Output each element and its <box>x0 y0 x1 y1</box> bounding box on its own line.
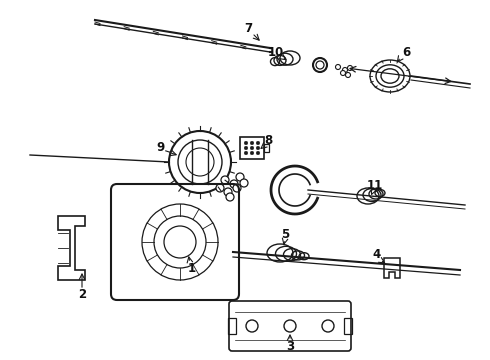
Circle shape <box>256 146 260 150</box>
Circle shape <box>256 151 260 155</box>
Text: 4: 4 <box>373 248 381 261</box>
Circle shape <box>236 173 244 181</box>
Text: 9: 9 <box>156 140 164 153</box>
Circle shape <box>345 72 350 77</box>
Circle shape <box>244 146 248 150</box>
Text: 7: 7 <box>244 22 252 35</box>
Circle shape <box>250 141 254 145</box>
Bar <box>264 144 269 152</box>
Circle shape <box>244 151 248 155</box>
Text: 8: 8 <box>264 134 272 147</box>
Bar <box>344 318 352 334</box>
Bar <box>228 318 236 334</box>
Text: 11: 11 <box>367 179 383 192</box>
Circle shape <box>341 71 345 76</box>
Circle shape <box>224 188 232 196</box>
Circle shape <box>226 193 234 201</box>
Circle shape <box>347 66 352 71</box>
Circle shape <box>244 141 248 145</box>
Text: 2: 2 <box>78 288 86 302</box>
Circle shape <box>336 64 341 69</box>
Bar <box>240 137 264 159</box>
Circle shape <box>343 68 347 72</box>
Circle shape <box>250 151 254 155</box>
Text: 6: 6 <box>402 45 410 59</box>
Circle shape <box>233 184 241 192</box>
Circle shape <box>250 146 254 150</box>
Circle shape <box>240 179 248 187</box>
Circle shape <box>256 141 260 145</box>
Text: 3: 3 <box>286 339 294 352</box>
Text: 1: 1 <box>188 261 196 274</box>
Circle shape <box>221 176 229 184</box>
Text: 5: 5 <box>281 228 289 240</box>
Circle shape <box>230 180 238 188</box>
Text: 10: 10 <box>268 45 284 59</box>
Circle shape <box>216 184 224 192</box>
